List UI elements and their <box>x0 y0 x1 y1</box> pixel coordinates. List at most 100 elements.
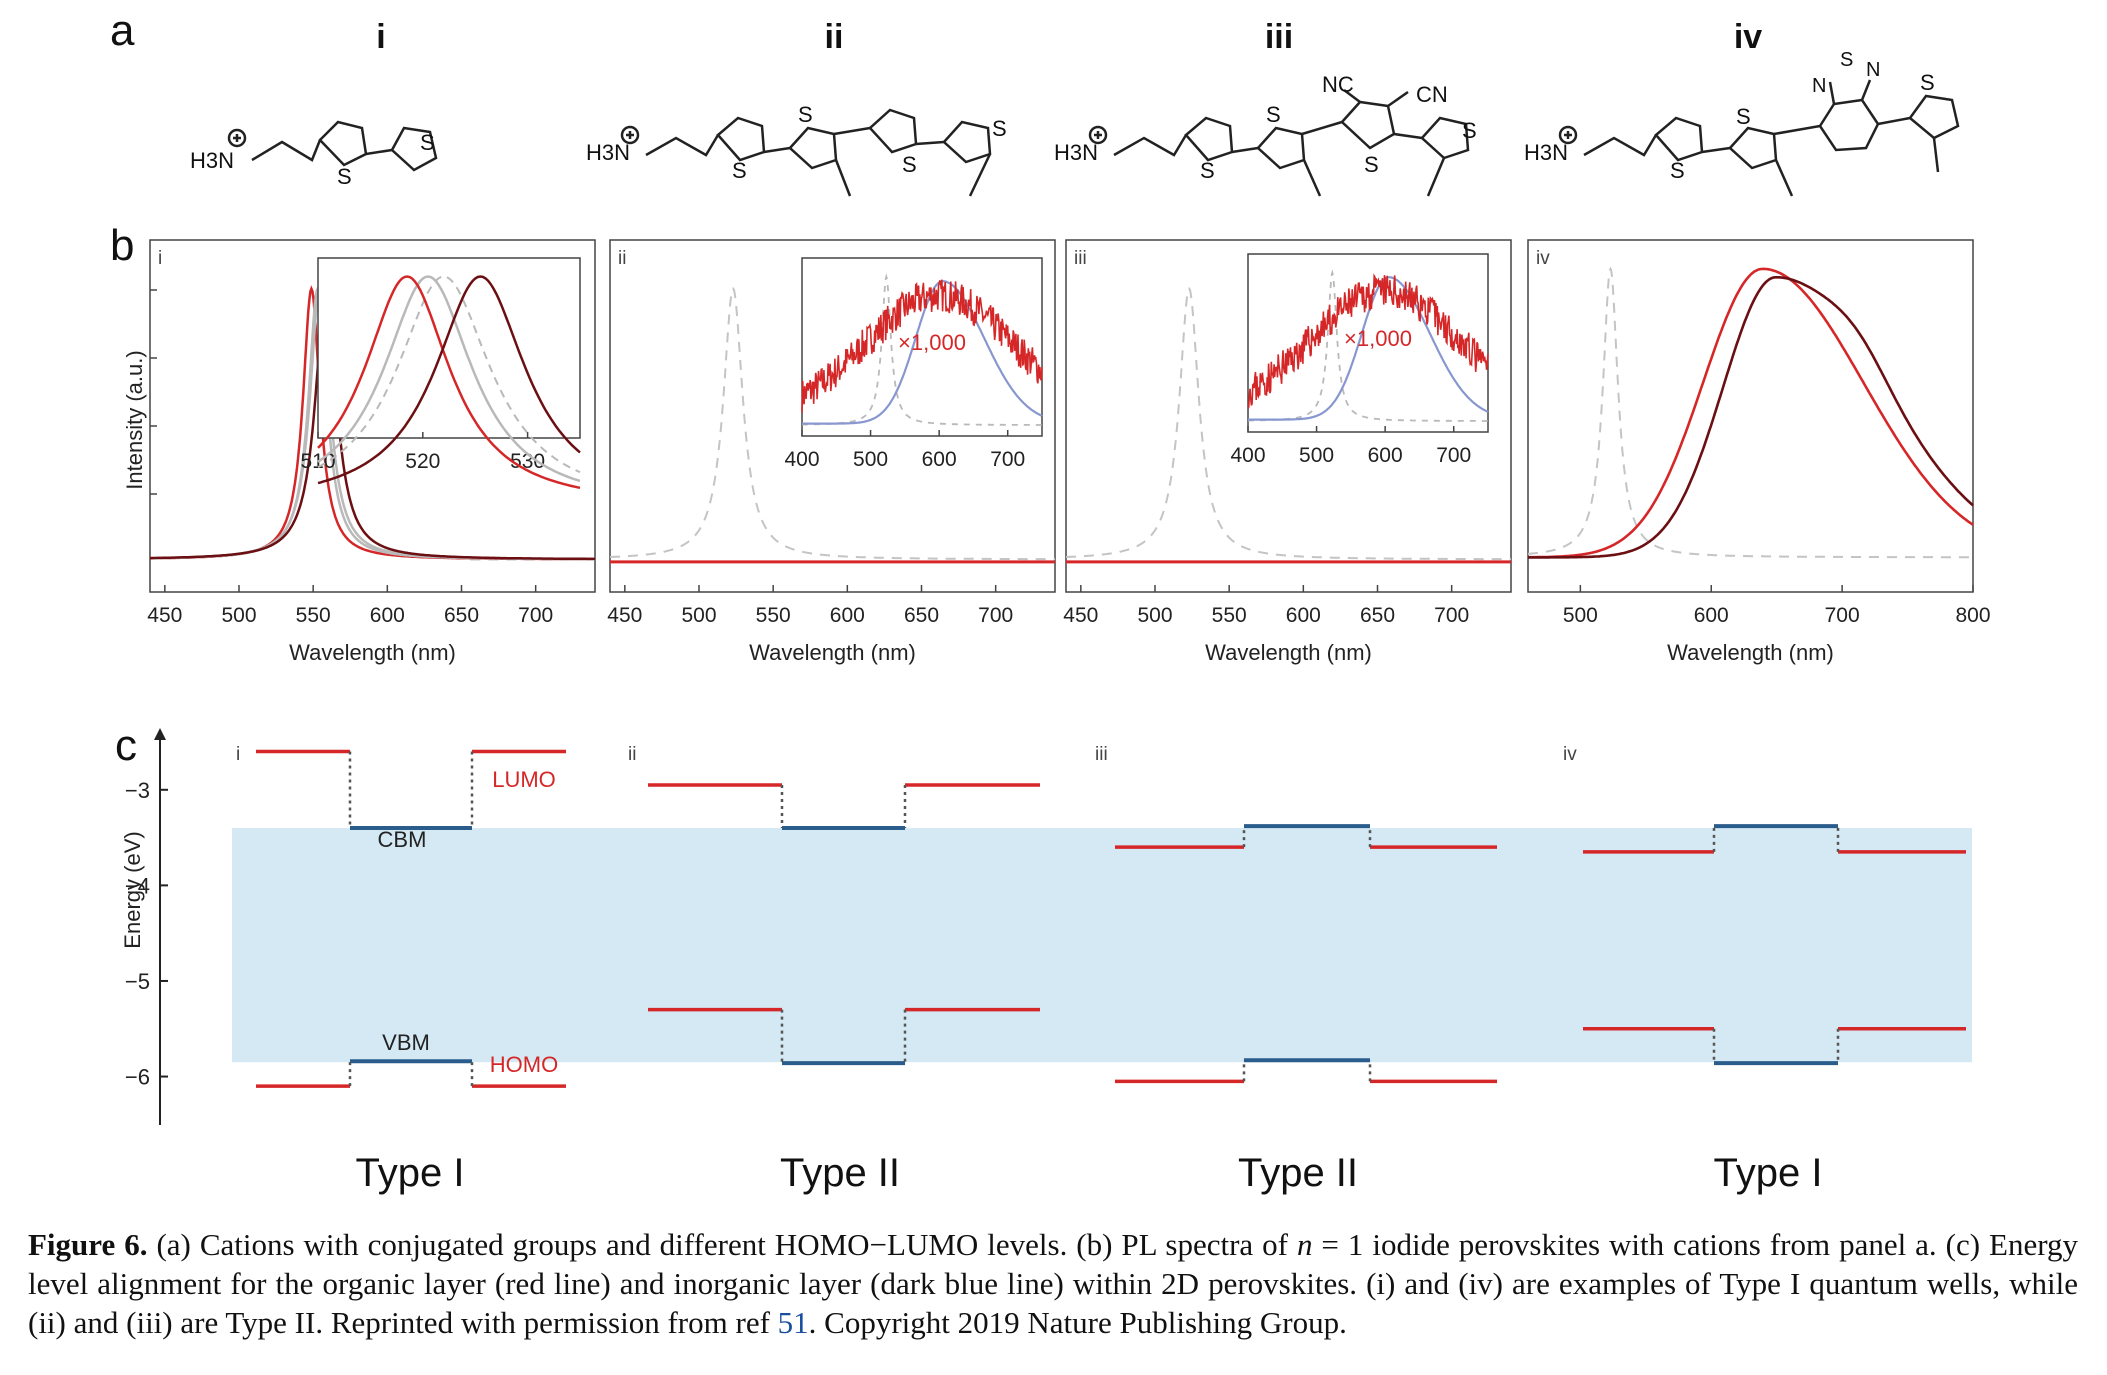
inset-x-tick-label: 700 <box>1436 444 1471 467</box>
molecule-iii-s3: S <box>1364 152 1379 177</box>
molecule-ii-s1: S <box>732 158 747 183</box>
pl-plot-ii: 450 500 550 600 650 700 Wavelength (nm) ii 400 50… <box>607 239 1056 665</box>
x-tick-label: 500 <box>681 604 716 627</box>
x-tick-label: 550 <box>296 604 331 627</box>
x-tick-label: 550 <box>756 604 791 627</box>
molecule-iv-label: iv <box>1734 18 1762 56</box>
inset-dark-red-line <box>317 275 581 485</box>
x-tick-label: 650 <box>1360 604 1395 627</box>
figure-6: a i ii iii iv H3N S S <box>110 6 1991 1195</box>
molecule-iii-s4: S <box>1462 118 1477 143</box>
inset-dashed-line <box>317 275 581 474</box>
x-tick-label: 800 <box>1955 604 1990 627</box>
molecule-i-structure <box>227 120 438 172</box>
x-tick-label: 600 <box>370 604 405 627</box>
sub-label: i <box>236 744 240 765</box>
inset-x-tick-label: 400 <box>784 448 819 471</box>
energy-group-i: i LUMO HOMO CBM VBM <box>236 744 566 1088</box>
inset-blue-line <box>1248 276 1489 421</box>
molecule-ii-structure <box>620 108 992 197</box>
caption-seg1: (a) Cations with conjugated groups and d… <box>147 1227 1297 1262</box>
molecule-iii-cn: CN <box>1416 82 1448 107</box>
molecule-iii-ammonium: H3N <box>1054 140 1098 165</box>
x-tick-label: 650 <box>444 604 479 627</box>
figure-label: Figure 6. <box>28 1227 148 1262</box>
inset-x-tick-label: 400 <box>1230 444 1265 467</box>
energy-group-iv: iv <box>1563 744 1966 1066</box>
energy-group-iii: iii <box>1095 744 1497 1084</box>
x-tick-label: 600 <box>1286 604 1321 627</box>
panel-a-label: a <box>110 6 135 55</box>
molecule-ii-s3: S <box>902 152 917 177</box>
molecule-i-label: i <box>376 18 385 56</box>
molecule-ii-s2: S <box>798 102 813 127</box>
sub-label: iii <box>1095 744 1108 765</box>
type-label-ii: Type II <box>780 1151 900 1195</box>
x-tick-label: 700 <box>1434 604 1469 627</box>
molecule-ii-s4: S <box>992 116 1007 141</box>
molecule-iii-s2: S <box>1266 102 1281 127</box>
molecule-iii-s1: S <box>1200 158 1215 183</box>
molecule-i-s2: S <box>420 130 435 155</box>
inset-x-tick-label: 500 <box>1299 444 1334 467</box>
plot-frame <box>149 239 596 593</box>
energy-group-ii: ii <box>628 744 1040 1066</box>
caption-seg3: . Copyright 2019 Nature Publishing Group… <box>808 1305 1347 1340</box>
reference-dashed-line <box>1066 286 1511 561</box>
plot-frame <box>1065 239 1512 593</box>
caption-n-var: n <box>1296 1227 1313 1262</box>
lumo-label: LUMO <box>492 767 556 792</box>
vbm-label: VBM <box>382 1030 430 1055</box>
plot-frame <box>609 239 1056 593</box>
molecule-iv-s4: S <box>1840 49 1853 71</box>
molecule-iv-s2: S <box>1736 104 1751 129</box>
inset-noisy-red-line <box>1247 273 1489 409</box>
inset-frame <box>317 257 581 439</box>
inset-blue-line <box>802 280 1043 425</box>
sub-label: iii <box>1074 248 1087 269</box>
pl-plot-iv: 500 600 700 800 Wavelength (nm) iv <box>1527 239 1991 665</box>
positive-charge-icon <box>227 128 247 148</box>
inset-x-tick-label: 600 <box>922 448 957 471</box>
pl-dark-red-line <box>1528 276 1974 559</box>
molecule-iv-s1: S <box>1670 158 1685 183</box>
panel-b-ylabel: Intensity (a.u.) <box>122 350 147 489</box>
reference-dashed-line <box>610 286 1055 561</box>
molecule-iv-s3: S <box>1920 70 1935 95</box>
x-tick-label: 450 <box>607 604 642 627</box>
molecule-iv-n1: N <box>1812 75 1826 97</box>
panel-c-label: c <box>115 721 137 770</box>
homo-label: HOMO <box>490 1052 558 1077</box>
panel-b: b Intensity (a.u.) 450 500 550 600 650 700 Wav… <box>110 221 1991 665</box>
reference-link[interactable]: 51 <box>777 1305 809 1340</box>
molecule-i-s1: S <box>337 164 352 189</box>
inset-gray-line <box>317 275 581 483</box>
y-tick-label: −3 <box>125 778 150 803</box>
inset-frame <box>801 257 1043 437</box>
x-axis-label: Wavelength (nm) <box>1667 640 1834 665</box>
sub-label: iv <box>1563 744 1577 765</box>
pl-plot-iii: 450 500 550 600 650 700 Wavelength (nm) iii 400 5… <box>1063 239 1512 665</box>
sub-label: ii <box>618 248 626 269</box>
inset-x-tick-label: 520 <box>405 450 440 473</box>
type-label-iv: Type I <box>1714 1151 1823 1195</box>
molecule-i-ammonium: H3N <box>190 148 234 173</box>
molecule-iii-nc: NC <box>1322 72 1354 97</box>
molecule-iii-structure <box>1088 89 1470 197</box>
reference-dashed-line <box>1527 266 1973 559</box>
sub-label: ii <box>628 744 636 765</box>
inset-x-tick-label: 700 <box>990 448 1025 471</box>
x-tick-label: 550 <box>1212 604 1247 627</box>
x-tick-label: 500 <box>221 604 256 627</box>
molecule-iv-ammonium: H3N <box>1524 140 1568 165</box>
x-tick-label: 500 <box>1563 604 1598 627</box>
sub-label: i <box>158 248 162 269</box>
panel-b-label: b <box>110 221 134 270</box>
molecule-iii-label: iii <box>1265 18 1293 56</box>
x-tick-label: 450 <box>1063 604 1098 627</box>
inset-noisy-red-line <box>801 279 1043 413</box>
